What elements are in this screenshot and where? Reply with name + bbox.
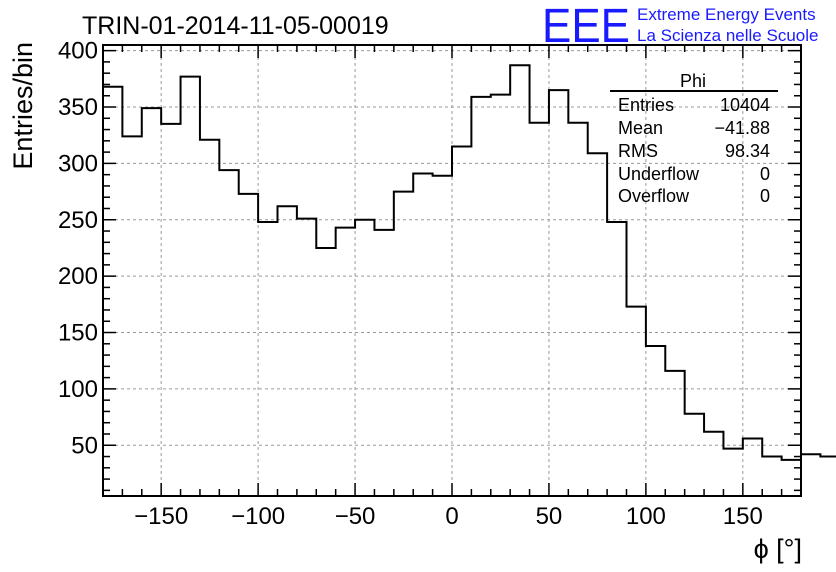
logo-mark: EEE xyxy=(542,0,630,53)
y-axis-title: Entries/bin xyxy=(8,42,38,170)
tick-labels: −150 −100 −50 0 50 100 150 50 100 150 200 250 300 350… xyxy=(58,38,763,530)
grid-lines xyxy=(103,45,801,496)
stats-title: Phi xyxy=(680,71,706,91)
y-tick-label: 100 xyxy=(58,376,98,403)
y-tick-label: 150 xyxy=(58,320,98,347)
stats-row-value: 0 xyxy=(760,164,770,184)
stats-row-value: 98.34 xyxy=(725,141,770,161)
logo-line-1: Extreme Energy Events xyxy=(637,5,816,24)
stats-row-label: Overflow xyxy=(618,186,690,206)
x-tick-label: −100 xyxy=(231,503,285,530)
y-tick-label: 350 xyxy=(58,94,98,121)
stats-row-value: 10404 xyxy=(720,95,770,115)
x-tick-label: 50 xyxy=(536,503,563,530)
y-tick-label: 400 xyxy=(58,38,98,65)
y-tick-label: 250 xyxy=(58,207,98,234)
x-tick-label: 150 xyxy=(723,503,763,530)
axis-ticks xyxy=(102,45,802,496)
eee-logo: EEE Extreme Energy Events La Scienza nel… xyxy=(542,0,818,53)
x-tick-label: 0 xyxy=(445,503,458,530)
x-axis-title: ϕ [°] xyxy=(754,534,802,564)
chart-title: TRIN-01-2014-11-05-00019 xyxy=(82,12,389,40)
stats-row-label: Entries xyxy=(618,95,674,115)
stats-box: Phi Entries 10404 Mean −41.88 RMS 98.34 … xyxy=(610,71,778,206)
stats-row-label: RMS xyxy=(618,141,658,161)
x-tick-label: −150 xyxy=(134,503,188,530)
stats-row-label: Underflow xyxy=(618,164,700,184)
y-tick-label: 200 xyxy=(58,263,98,290)
stats-row-value: −41.88 xyxy=(714,118,770,138)
stats-row-label: Mean xyxy=(618,118,663,138)
y-tick-label: 50 xyxy=(71,432,98,459)
logo-line-2: La Scienza nelle Scuole xyxy=(637,26,818,45)
stats-row-value: 0 xyxy=(760,186,770,206)
x-tick-label: −50 xyxy=(335,503,376,530)
histogram-outline xyxy=(103,64,836,461)
y-tick-label: 300 xyxy=(58,150,98,177)
x-tick-label: 100 xyxy=(626,503,666,530)
